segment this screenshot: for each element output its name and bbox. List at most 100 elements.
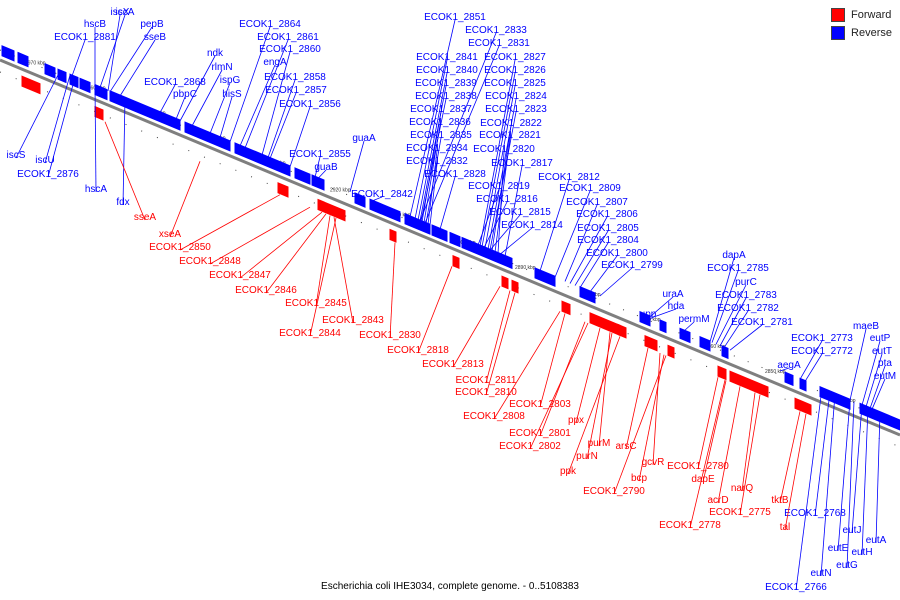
label-tktB: tktB [771, 495, 789, 506]
forward-gene [324, 201, 346, 222]
legend-item-forward[interactable]: Forward [831, 6, 892, 24]
label-ECOK1_2837-leader [421, 111, 442, 222]
label-ECOK1_2841-leader [414, 59, 448, 219]
label-purM: purM [588, 438, 611, 449]
label-ECOK1_2861: ECOK1_2861 [257, 32, 319, 43]
label-ECOK1_2846: ECOK1_2846 [235, 285, 297, 296]
tick-label: 2850 kbp [765, 369, 786, 375]
label-ECOK1_2813-leader [452, 286, 501, 368]
label-eutA-leader [875, 412, 881, 544]
label-ECOK1_2830: ECOK1_2830 [359, 330, 421, 341]
label-xseA: xseA [159, 229, 182, 240]
reverse-gene [679, 327, 691, 344]
label-fdx-leader [122, 98, 126, 206]
reverse-gene [659, 319, 667, 334]
label-iscS-leader [15, 70, 61, 159]
label-ECOK1_2800: ECOK1_2800 [586, 248, 648, 259]
label-gcvR-leader [652, 352, 661, 466]
forward-gene [94, 105, 104, 121]
label-pta: pta [878, 358, 892, 369]
label-ECOK1_2851: ECOK1_2851 [424, 12, 486, 23]
forward-gene [644, 335, 658, 352]
reverse-gene [354, 192, 366, 208]
label-ECOK1_2818-leader [417, 266, 453, 354]
forward-gene [501, 275, 509, 290]
label-ECOK1_2806-leader [569, 216, 608, 284]
label-ECOK1_2775-leader [739, 394, 761, 516]
label-permM: permM [678, 314, 709, 325]
label-ECOK1_2843: ECOK1_2843 [322, 315, 384, 326]
label-eutE: eutE [828, 543, 849, 554]
label-ECOK1_2831: ECOK1_2831 [468, 38, 530, 49]
label-ndk: ndk [207, 48, 224, 59]
label-iscS: iscS [7, 150, 26, 161]
label-ECOK1_2800-leader [589, 255, 618, 293]
label-ECOK1_2809: ECOK1_2809 [559, 183, 621, 194]
label-iscX: iscX [111, 7, 130, 18]
label-ECOK1_2819-leader [477, 188, 500, 246]
label-ECOK1_2824-leader [487, 98, 517, 250]
label-uraA: uraA [662, 289, 683, 300]
label-ECOK1_2799-leader [599, 267, 633, 297]
forward-swatch [831, 8, 846, 22]
reverse-swatch [831, 26, 846, 40]
label-ECOK1_2822: ECOK1_2822 [480, 118, 542, 129]
label-ECOK1_2817: ECOK1_2817 [491, 158, 553, 169]
label-ECOK1_2775: ECOK1_2775 [709, 507, 771, 518]
forward-gene [617, 323, 627, 339]
label-guaA: guaA [352, 133, 376, 144]
label-ECOK1_2803-leader [539, 313, 566, 408]
label-ECOK1_2806: ECOK1_2806 [576, 209, 638, 220]
label-ECOK1_2782-leader [723, 310, 749, 348]
label-ECOK1_2847: ECOK1_2847 [209, 270, 271, 281]
label-eutA: eutA [866, 535, 887, 546]
label-ECOK1_2835: ECOK1_2835 [410, 130, 472, 141]
label-ECOK1_2876-leader [47, 77, 76, 178]
label-ECOK1_2856: ECOK1_2856 [279, 99, 341, 110]
label-ppk: ppk [560, 466, 577, 477]
label-ECOK1_2845: ECOK1_2845 [285, 298, 347, 309]
label-ECOK1_2832: ECOK1_2832 [406, 156, 468, 167]
label-ECOK1_2783-leader [719, 297, 747, 347]
label-aegA-leader [779, 367, 790, 372]
label-eutP-leader [861, 340, 881, 406]
label-eutG: eutG [836, 560, 858, 571]
label-ECOK1_2868-leader [159, 84, 176, 113]
reverse-gene [44, 63, 56, 79]
label-ECOK1_2825: ECOK1_2825 [484, 78, 546, 89]
label-ECOK1_2766-leader [795, 388, 823, 591]
label-ECOK1_2781: ECOK1_2781 [731, 317, 793, 328]
label-hda: hda [668, 301, 685, 312]
label-eutN-leader [820, 393, 836, 577]
reverse-gene [311, 174, 325, 191]
legend-label-forward: Forward [851, 9, 892, 21]
label-ECOK1_2836-leader [423, 124, 441, 223]
label-ECOK1_2768: ECOK1_2768 [784, 508, 846, 519]
label-ECOK1_2858-leader [267, 79, 296, 158]
legend-item-reverse[interactable]: Reverse [831, 24, 892, 42]
forward-gene [667, 344, 675, 359]
label-ECOK1_2768-leader [814, 391, 831, 517]
reverse-gene [109, 90, 181, 131]
label-ECOK1_2836: ECOK1_2836 [409, 117, 471, 128]
label-narQ: narQ [731, 483, 753, 494]
label-eutG-leader [846, 401, 855, 569]
label-ECOK1_2802-leader [529, 322, 589, 450]
label-eutE-leader [837, 400, 851, 552]
label-ECOK1_2799: ECOK1_2799 [601, 260, 663, 271]
tick-label: 2920 kbp [330, 188, 351, 194]
label-ppx: ppx [568, 415, 584, 426]
label-sseA-leader [104, 121, 146, 221]
label-ECOK1_2812-leader [539, 179, 570, 272]
label-ECOK1_2841: ECOK1_2841 [416, 52, 478, 63]
label-ECOK1_2811: ECOK1_2811 [456, 375, 517, 386]
reverse-gene [721, 345, 729, 360]
label-bcp: bcp [631, 473, 648, 484]
label-ECOK1_2828-leader [439, 176, 456, 230]
label-engA-leader [239, 64, 276, 147]
label-ECOK1_2834-leader [427, 150, 438, 225]
label-fdx: fdx [116, 197, 129, 208]
label-tal: tal [780, 522, 791, 533]
label-gcvR: gcvR [642, 457, 665, 468]
